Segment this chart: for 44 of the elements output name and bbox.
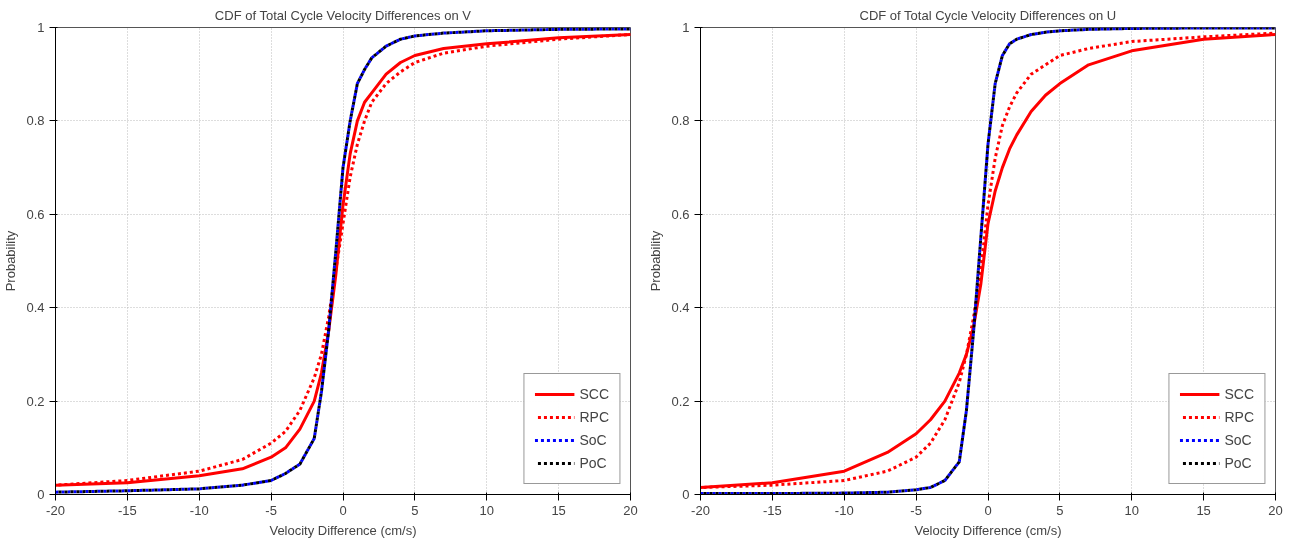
x-tick-label: 5: [1056, 502, 1064, 518]
x-tick-label: 0: [339, 502, 347, 518]
x-tick-label: 10: [1124, 502, 1139, 518]
x-tick-label: 0: [984, 502, 992, 518]
x-tick-label: 15: [551, 502, 566, 518]
x-tick-label: -5: [265, 502, 277, 518]
y-axis-title: Probability: [3, 230, 19, 292]
legend-label: PoC: [579, 455, 607, 471]
x-axis-title: Velocity Difference (cm/s): [269, 522, 417, 538]
legend-label: SCC: [579, 386, 609, 402]
y-tick-label: 0.4: [26, 300, 45, 316]
legend-label: SCC: [1224, 386, 1254, 402]
x-tick-label: -10: [189, 502, 209, 518]
x-axis-title: Velocity Difference (cm/s): [914, 522, 1062, 538]
x-tick-label: 20: [1268, 502, 1283, 518]
y-tick-label: 1: [37, 20, 45, 35]
y-tick-label: 0.4: [671, 300, 690, 316]
x-tick-label: -5: [910, 502, 922, 518]
x-tick-label: -10: [834, 502, 854, 518]
y-tick-label: 0: [682, 487, 690, 502]
x-tick-label: -20: [691, 502, 710, 518]
legend-label: SoC: [579, 432, 607, 448]
legend-label: SoC: [1224, 432, 1252, 448]
chart-title: CDF of Total Cycle Velocity Differences on U: [859, 7, 1117, 23]
y-tick-label: 0: [37, 487, 45, 502]
y-tick-label: 0.8: [26, 113, 45, 129]
y-tick-label: 0.6: [671, 206, 690, 222]
legend-label: RPC: [1224, 409, 1254, 425]
y-tick-label: 0.6: [26, 206, 45, 222]
x-tick-label: 10: [479, 502, 494, 518]
y-tick-label: 1: [682, 20, 690, 35]
x-tick-label: 15: [1196, 502, 1211, 518]
y-axis-title: Probability: [648, 230, 664, 292]
x-tick-label: -15: [762, 502, 782, 518]
chart-title: CDF of Total Cycle Velocity Differences on V: [214, 7, 472, 23]
y-tick-label: 0.2: [26, 393, 45, 409]
legend-label: PoC: [1224, 455, 1252, 471]
x-tick-label: 5: [411, 502, 419, 518]
y-tick-label: 0.2: [671, 393, 690, 409]
x-tick-label: 20: [623, 502, 638, 518]
x-tick-label: -20: [46, 502, 65, 518]
y-tick-label: 0.8: [671, 113, 690, 129]
x-tick-label: -15: [117, 502, 137, 518]
legend-label: RPC: [579, 409, 609, 425]
